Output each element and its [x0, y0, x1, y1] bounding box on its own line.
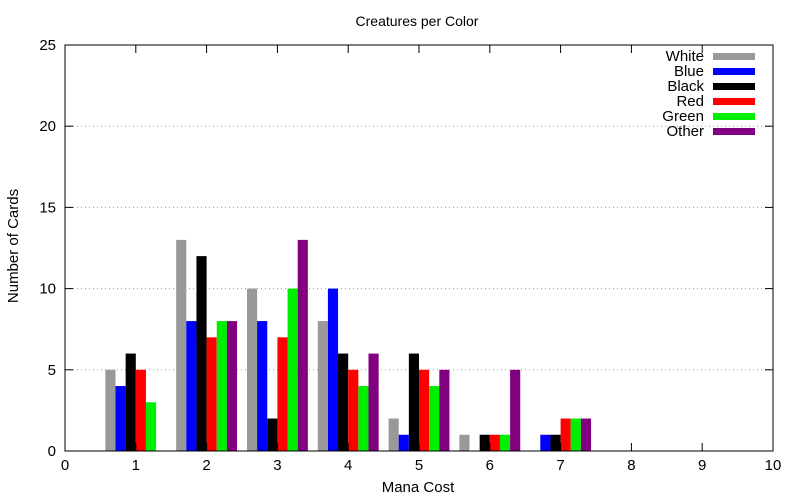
x-tick-label: 0: [61, 457, 69, 474]
y-tick-label: 25: [39, 37, 56, 54]
legend-label: Blue: [674, 63, 704, 80]
bar-other-7: [580, 418, 592, 451]
x-tick-label: 9: [698, 457, 706, 474]
chart-title: Creatures per Color: [356, 13, 479, 29]
bar-red-1: [135, 369, 146, 451]
bar-red-3: [277, 337, 288, 451]
grid-lines: [65, 125, 773, 371]
bar-black-4: [338, 353, 349, 451]
bar-white-4: [317, 321, 328, 451]
bar-other-3: [297, 239, 308, 451]
bar-green-2: [216, 321, 227, 451]
legend-label: Green: [662, 108, 704, 125]
x-tick-label: 5: [415, 457, 423, 474]
y-tick-label: 0: [48, 443, 56, 460]
y-tick-label: 15: [39, 199, 56, 216]
bar-red-6: [489, 434, 500, 451]
bar-black-1: [125, 353, 136, 451]
y-tick-label: 10: [39, 281, 56, 298]
x-tick-label: 10: [765, 457, 782, 474]
x-tick-label: 2: [202, 457, 210, 474]
x-tick-label: 3: [273, 457, 281, 474]
y-tick-label: 20: [39, 118, 56, 135]
bar-red-2: [206, 337, 217, 451]
legend-swatch: [713, 83, 755, 90]
bar-blue-1: [115, 386, 126, 451]
bar-other-5: [439, 369, 450, 451]
bar-white-1: [105, 369, 116, 451]
bar-black-3: [267, 418, 278, 451]
bar-other-6: [510, 369, 521, 451]
x-tick-label: 4: [344, 457, 352, 474]
bar-white-5: [388, 418, 399, 451]
bar-red-4: [348, 369, 359, 451]
bar-green-6: [499, 434, 511, 451]
x-axis-label: Mana Cost: [382, 479, 455, 496]
bars-group: [105, 239, 592, 451]
legend-label: Black: [667, 78, 704, 95]
legend-swatch: [713, 53, 755, 60]
bar-green-1: [145, 402, 157, 451]
bar-green-7: [570, 418, 581, 451]
legend-swatch: [713, 128, 755, 135]
y-axis-label: Number of Cards: [5, 189, 22, 303]
bar-blue-2: [186, 321, 197, 451]
bar-black-2: [196, 256, 207, 451]
bar-black-5: [408, 353, 419, 451]
y-tick-label: 5: [48, 362, 56, 379]
bar-white-6: [459, 434, 470, 451]
x-tick-label: 7: [556, 457, 564, 474]
bar-black-7: [550, 434, 561, 451]
x-tick-label: 8: [627, 457, 635, 474]
legend-label: Other: [666, 123, 704, 140]
legend-swatch: [713, 113, 755, 120]
bar-black-6: [479, 434, 490, 451]
bar-white-3: [246, 288, 258, 451]
bar-other-4: [368, 353, 379, 451]
bar-white-2: [176, 239, 187, 451]
bar-red-7: [560, 418, 571, 451]
bar-blue-7: [540, 434, 551, 451]
bar-red-5: [419, 369, 430, 451]
legend-label: White: [666, 48, 704, 65]
legend-label: Red: [676, 93, 704, 110]
bar-green-4: [358, 386, 369, 451]
legend-swatch: [713, 98, 755, 105]
x-tick-label: 6: [486, 457, 494, 474]
bar-blue-3: [257, 321, 268, 451]
bar-other-2: [226, 321, 238, 451]
x-tick-label: 1: [132, 457, 140, 474]
bar-blue-5: [398, 434, 409, 451]
bar-green-5: [429, 386, 440, 451]
bar-green-3: [287, 288, 298, 451]
bar-blue-4: [327, 288, 339, 451]
axis-ticks: 0 5 10 15 20 25 0 1 2 3 4 5 6 7 8 9 10: [39, 37, 781, 474]
legend-swatch: [713, 68, 755, 75]
